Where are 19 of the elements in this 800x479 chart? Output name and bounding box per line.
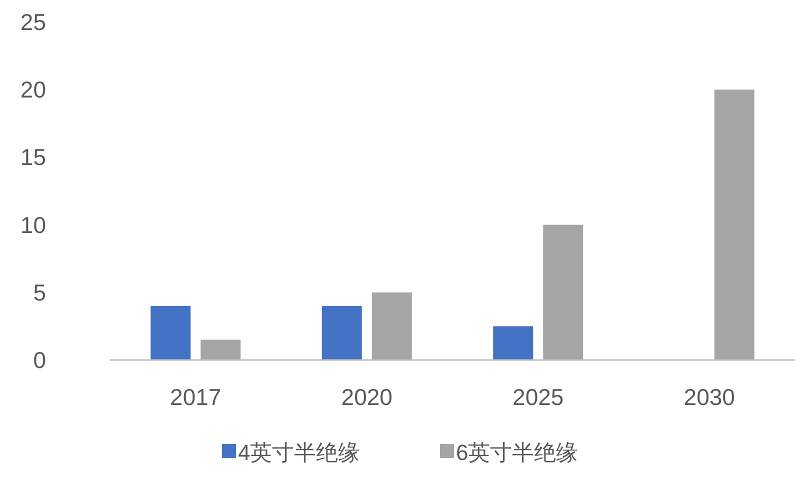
bar [543,224,584,360]
y-tick-label: 0 [33,347,46,373]
y-tick-label: 25 [20,9,46,35]
bar [714,90,754,360]
legend-label: 6英寸半绝缘 [456,440,578,465]
x-tick-label: 2020 [341,384,392,410]
y-tick-label: 20 [20,76,46,103]
bar [493,326,534,360]
bar [372,292,412,360]
bar [200,340,241,360]
bar [322,306,362,360]
x-tick-label: 2030 [684,384,735,410]
legend-label: 4英寸半绝缘 [238,440,360,465]
y-tick-label: 5 [33,279,46,306]
y-tick-label: 10 [20,212,46,238]
x-tick-label: 2025 [512,384,564,410]
x-tick-label: 2017 [170,384,222,410]
bar [150,306,191,360]
y-tick-label: 15 [20,144,46,170]
